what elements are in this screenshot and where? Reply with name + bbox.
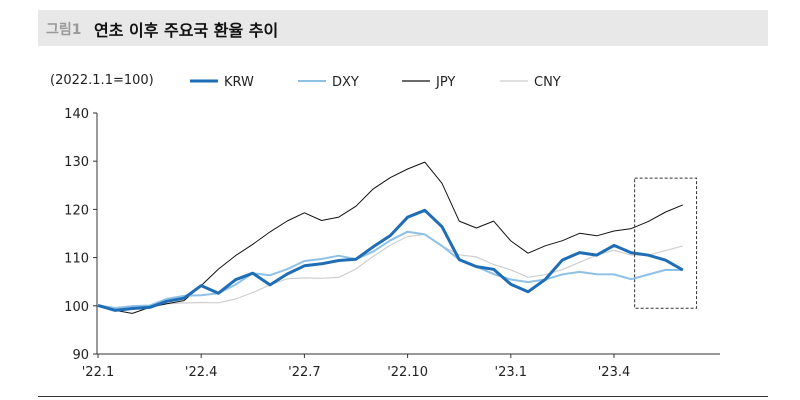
- figure-title-bar: 그림1 연초 이후 주요국 환율 추이: [38, 10, 768, 46]
- y-tick-label: 100: [64, 300, 89, 315]
- legend-label-cny: CNY: [534, 75, 561, 90]
- x-tick-label: '22.7: [288, 365, 321, 380]
- figure-label: 그림1: [46, 22, 82, 38]
- legend-label-krw: KRW: [224, 75, 254, 90]
- legend-label-jpy: JPY: [435, 75, 455, 90]
- y-tick-label: 90: [72, 348, 89, 363]
- unit-note: (2022.1.1=100): [50, 73, 154, 88]
- x-tick-label: '22.1: [82, 365, 115, 380]
- series-line-cny: [97, 233, 683, 311]
- y-tick-label: 130: [64, 155, 89, 170]
- series-line-jpy: [97, 161, 683, 314]
- highlight-box: [634, 177, 698, 309]
- x-tick-label: '22.4: [185, 365, 218, 380]
- series-line-krw: [97, 208, 684, 312]
- x-tick-label: '23.4: [598, 365, 631, 380]
- series-line-dxy: [97, 230, 683, 309]
- bottom-divider: [38, 396, 768, 397]
- x-tick-label: '23.1: [495, 365, 528, 380]
- figure-title: 연초 이후 주요국 환율 추이: [94, 21, 279, 40]
- y-tick-label: 120: [64, 203, 89, 218]
- legend-label-dxy: DXY: [332, 75, 359, 90]
- y-tick-label: 110: [64, 252, 89, 267]
- x-tick-label: '22.10: [387, 365, 428, 380]
- y-tick-label: 140: [64, 107, 89, 122]
